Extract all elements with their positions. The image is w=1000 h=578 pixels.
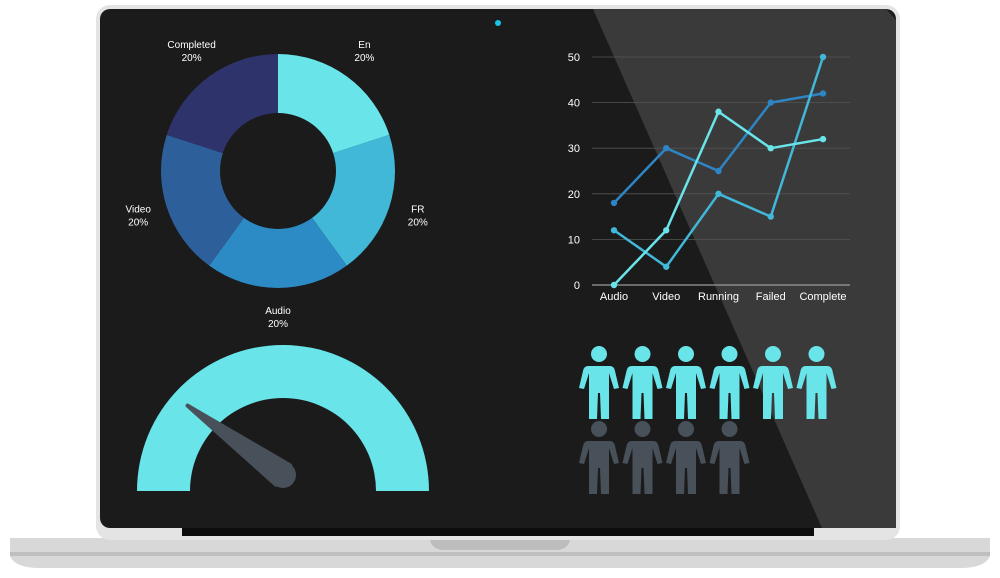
y-tick-label: 20 — [568, 189, 580, 201]
data-point — [663, 227, 670, 234]
donut-chart: En 20% FR 20% Audio 20% Video 20% Completed 20% — [125, 40, 427, 330]
slice-value-label: 20% — [268, 319, 288, 330]
data-point — [819, 90, 827, 97]
slice-value-label: 20% — [128, 217, 148, 228]
data-point — [663, 263, 670, 270]
person-icon — [753, 346, 793, 419]
x-tick-label: Failed — [756, 291, 786, 303]
x-tick-label: Complete — [799, 291, 846, 303]
data-point — [715, 167, 722, 175]
data-point — [819, 53, 827, 61]
gauge-needle-hub — [270, 462, 296, 488]
y-tick-label: 0 — [574, 280, 580, 292]
donut-slice — [312, 134, 395, 266]
data-point — [715, 190, 722, 197]
person-icon — [666, 421, 706, 494]
person-icon — [666, 346, 706, 419]
x-tick-label: Running — [698, 291, 739, 303]
person-icon — [622, 421, 663, 494]
slice-value-label: 20% — [408, 217, 428, 228]
data-point — [767, 145, 774, 152]
y-tick-label: 30 — [568, 143, 580, 155]
y-tick-label: 50 — [568, 52, 580, 64]
person-icon — [579, 346, 619, 419]
x-tick-label: Video — [652, 291, 680, 303]
slice-label: Video — [125, 204, 151, 215]
slice-value-label: 20% — [182, 53, 202, 64]
slice-label: En — [358, 40, 370, 51]
gauge-chart — [137, 345, 429, 491]
data-point — [767, 99, 774, 106]
x-tick-label: Audio — [600, 291, 628, 303]
slice-label: FR — [411, 204, 424, 215]
donut-slice — [166, 54, 278, 154]
people-pictograph — [579, 346, 837, 494]
person-icon — [709, 346, 750, 419]
donut-slice — [209, 217, 347, 289]
slice-value-label: 20% — [354, 53, 374, 64]
person-icon — [579, 421, 619, 494]
person-icon — [796, 346, 837, 419]
y-tick-label: 40 — [568, 98, 580, 110]
data-point — [610, 227, 618, 234]
donut-slice — [278, 54, 390, 154]
data-point — [819, 135, 827, 143]
y-tick-label: 10 — [568, 234, 580, 246]
camera-icon — [495, 20, 501, 26]
person-icon — [709, 421, 750, 494]
screen-hinge — [182, 528, 814, 536]
data-point — [610, 281, 618, 289]
data-point — [610, 199, 618, 207]
laptop-notch — [430, 540, 570, 550]
donut-slice — [161, 134, 244, 266]
data-point — [715, 108, 722, 115]
data-point — [663, 145, 670, 152]
slice-label: Audio — [265, 306, 291, 317]
line-chart: 0 10 20 30 40 50 Audio Video Running Failed Comple… — [568, 52, 850, 303]
slice-label: Completed — [167, 40, 215, 51]
person-icon — [622, 346, 663, 419]
data-point — [767, 213, 774, 220]
laptop-base-edge — [10, 552, 990, 556]
gauge-arc — [137, 345, 429, 491]
